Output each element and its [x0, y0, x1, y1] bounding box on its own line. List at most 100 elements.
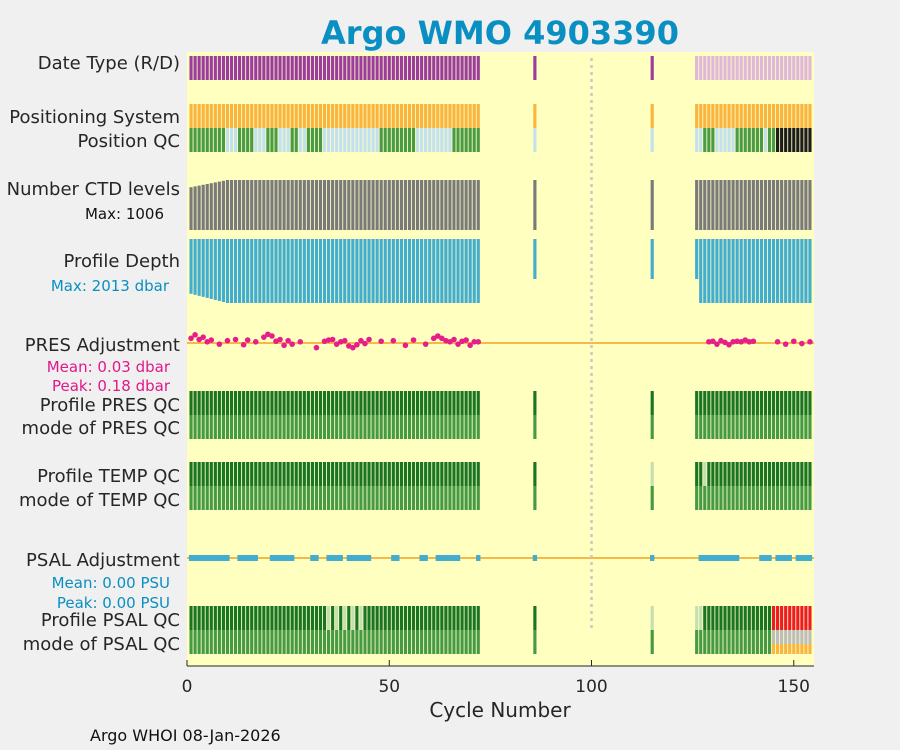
positioning-system-bar	[193, 104, 197, 128]
profile-depth-bar	[351, 239, 355, 303]
pres-qc-mode-bar	[302, 415, 306, 439]
psal-qc-mode-bar	[242, 630, 246, 654]
pres-adjustment-point	[313, 344, 320, 351]
row-label-position-qc: Position QC	[77, 131, 180, 152]
ctd-levels-bar	[278, 180, 282, 230]
pres-adjustment-point	[807, 339, 813, 345]
profile-psal-qc-bar	[735, 606, 739, 630]
profile-temp-qc-bar	[432, 462, 436, 486]
row-label-profile-psal-qc: Profile PSAL QC	[41, 610, 180, 631]
profile-psal-qc-bar	[707, 606, 711, 630]
profile-temp-qc-bar	[424, 462, 428, 486]
ctd-levels-bar	[314, 180, 319, 230]
psal-qc-mode-bar	[359, 630, 363, 654]
position-qc-bar	[189, 128, 193, 152]
positioning-system-bar	[322, 104, 327, 128]
psal-qc-mode-bar	[695, 630, 699, 654]
temp-qc-mode-bar	[278, 486, 282, 510]
psal-qc-mode-bar	[456, 630, 460, 654]
ctd-levels-bar	[258, 180, 262, 230]
row-label-profile-temp-qc: Profile TEMP QC	[37, 466, 180, 487]
position-qc-bar	[416, 128, 420, 152]
temp-qc-mode-bar	[306, 486, 310, 510]
temp-qc-mode-bar	[318, 486, 323, 510]
position-qc-bar	[424, 128, 428, 152]
position-qc-bar	[379, 128, 383, 152]
profile-psal-qc-bar	[403, 606, 408, 630]
position-qc-bar	[221, 128, 225, 152]
profile-pres-qc-bar	[197, 391, 201, 415]
position-qc-bar	[193, 128, 197, 152]
profile-pres-qc-bar	[242, 391, 246, 415]
pres-qc-mode-bar	[274, 415, 278, 439]
position-qc-bar	[246, 128, 250, 152]
date-type-bar	[286, 56, 290, 80]
temp-qc-mode-bar	[420, 486, 424, 510]
ctd-levels-bar	[428, 180, 432, 230]
pres-adjustment-point	[463, 337, 469, 343]
temp-qc-mode-bar	[250, 486, 254, 510]
ctd-levels-bar	[355, 180, 359, 230]
profile-depth-bar	[217, 239, 221, 301]
temp-qc-mode-bar	[371, 486, 375, 510]
pres-adjustment-point	[471, 339, 478, 345]
profile-pres-qc-bar	[391, 391, 395, 415]
temp-qc-mode-bar	[436, 486, 440, 510]
temp-qc-mode-bar	[751, 486, 755, 510]
temp-qc-mode-bar	[331, 486, 335, 510]
ctd-levels-bar	[755, 180, 759, 230]
psal-adjustment-mark	[763, 555, 768, 561]
profile-psal-qc-bar	[335, 606, 339, 630]
ctd-levels-bar	[217, 181, 221, 230]
psal-adjustment-mark	[338, 555, 343, 561]
profile-depth-bar	[763, 239, 768, 303]
pres-qc-mode-bar	[456, 415, 460, 439]
psal-qc-mode-bar	[383, 630, 387, 654]
profile-temp-qc-bar	[189, 462, 193, 486]
pres-qc-mode-bar	[460, 415, 464, 439]
psal-qc-mode-bar	[792, 644, 796, 654]
psal-qc-mode-bar	[379, 630, 383, 654]
position-qc-bar	[436, 128, 440, 152]
position-qc-bar	[735, 128, 739, 152]
ctd-levels-bar	[796, 180, 800, 230]
position-qc-bar	[262, 128, 266, 152]
profile-depth-bar	[229, 239, 234, 303]
row-label-profile-depth: Profile Depth	[63, 251, 180, 272]
profile-temp-qc-bar	[197, 462, 201, 486]
ctd-levels-bar	[719, 180, 723, 230]
date-type-bar	[189, 56, 193, 80]
positioning-system-bar	[367, 104, 371, 128]
position-qc-bar	[322, 128, 327, 152]
date-type-bar	[351, 56, 355, 80]
psal-qc-mode-bar	[428, 630, 432, 654]
profile-depth-bar	[727, 239, 731, 303]
temp-qc-mode-bar	[788, 486, 792, 510]
temp-qc-mode-bar	[298, 486, 302, 510]
pres-qc-mode-bar	[363, 415, 367, 439]
ctd-levels-bar	[533, 180, 537, 230]
positioning-system-bar	[205, 104, 209, 128]
position-qc-bar	[739, 128, 743, 152]
temp-qc-mode-bar	[476, 486, 480, 510]
temp-qc-mode-bar	[205, 486, 209, 510]
profile-pres-qc-bar	[703, 391, 707, 415]
profile-depth-bar	[282, 239, 286, 303]
pres-qc-mode-bar	[711, 415, 715, 439]
pres-qc-mode-bar	[780, 415, 784, 439]
pres-qc-mode-bar	[250, 415, 254, 439]
positioning-system-bar	[711, 104, 715, 128]
profile-pres-qc-bar	[258, 391, 262, 415]
psal-qc-mode-bar	[719, 630, 723, 654]
profile-psal-qc-bar	[743, 606, 747, 630]
ctd-levels-bar	[411, 180, 416, 230]
position-qc-bar	[707, 128, 711, 152]
profile-temp-qc-bar	[755, 462, 759, 486]
temp-qc-mode-bar	[416, 486, 420, 510]
profile-temp-qc-bar	[711, 462, 715, 486]
pres-qc-mode-bar	[258, 415, 262, 439]
position-qc-bar	[751, 128, 755, 152]
temp-qc-mode-bar	[343, 486, 347, 510]
pres-qc-mode-bar	[399, 415, 403, 439]
ctd-levels-bar	[343, 180, 347, 230]
